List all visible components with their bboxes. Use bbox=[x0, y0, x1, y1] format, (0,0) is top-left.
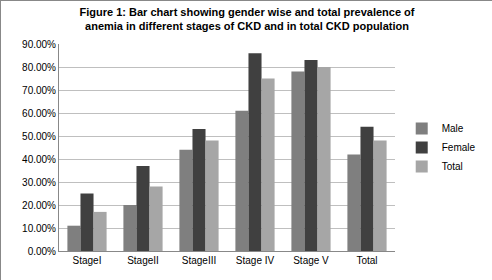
svg-text:10.00%: 10.00% bbox=[22, 223, 56, 234]
svg-text:60.00%: 60.00% bbox=[22, 108, 56, 119]
svg-text:40.00%: 40.00% bbox=[22, 154, 56, 165]
svg-text:Total: Total bbox=[356, 255, 377, 266]
svg-text:0.00%: 0.00% bbox=[28, 246, 56, 257]
svg-text:70.00%: 70.00% bbox=[22, 85, 56, 96]
svg-text:StageII: StageII bbox=[127, 255, 159, 266]
svg-text:50.00%: 50.00% bbox=[22, 131, 56, 142]
svg-text:90.00%: 90.00% bbox=[22, 39, 56, 50]
svg-text:Stage V: Stage V bbox=[293, 255, 329, 266]
svg-text:StageI: StageI bbox=[73, 255, 102, 266]
svg-text:Stage IV: Stage IV bbox=[236, 255, 275, 266]
svg-text:Figure 1: Bar chart showing ge: Figure 1: Bar chart showing gender wise … bbox=[80, 6, 415, 32]
svg-text:Total: Total bbox=[442, 161, 463, 172]
svg-text:Male: Male bbox=[442, 123, 464, 134]
svg-text:Female: Female bbox=[442, 142, 476, 153]
svg-text:20.00%: 20.00% bbox=[22, 200, 56, 211]
svg-text:80.00%: 80.00% bbox=[22, 62, 56, 73]
svg-text:30.00%: 30.00% bbox=[22, 177, 56, 188]
svg-text:StageIII: StageIII bbox=[182, 255, 216, 266]
